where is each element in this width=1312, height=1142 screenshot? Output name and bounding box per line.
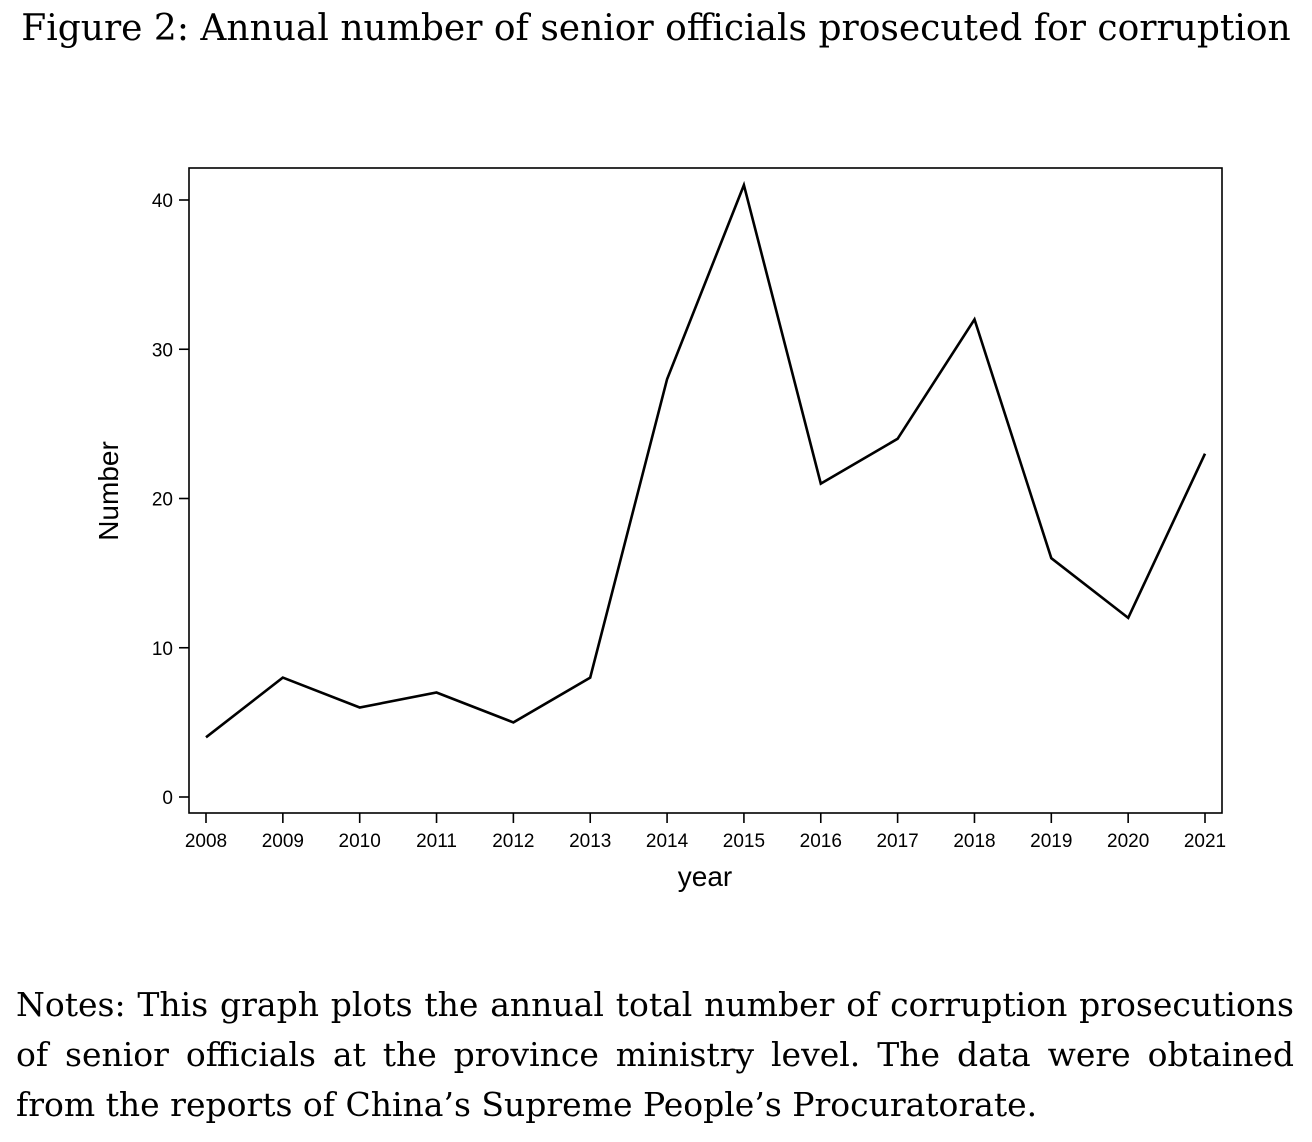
x-tick-label: 2009	[262, 831, 304, 852]
x-tick-label: 2013	[569, 831, 611, 852]
y-tick-label: 30	[152, 340, 173, 361]
x-tick-label: 2016	[800, 831, 842, 852]
y-tick-label: 0	[162, 788, 173, 809]
x-tick-label: 2015	[723, 831, 765, 852]
y-tick-label: 20	[152, 490, 173, 511]
series-line	[205, 180, 1207, 739]
x-tick-label: 2021	[1184, 831, 1226, 852]
figure-title: Figure 2: Annual number of senior offici…	[21, 8, 1291, 49]
x-axis-label: year	[678, 861, 732, 892]
x-tick-label: 2014	[646, 831, 689, 852]
x-axis: 2008 2009 2010 2011 2012 2013 2014 2015 2016 2017…	[185, 813, 1226, 852]
x-tick-label: 2008	[185, 831, 227, 852]
y-tick-label: 40	[152, 191, 173, 212]
x-tick-label: 2020	[1107, 831, 1149, 852]
y-tick-label: 10	[152, 639, 173, 660]
figure-notes: Notes: This graph plots the annual total…	[16, 985, 1294, 1124]
x-tick-label: 2018	[953, 831, 995, 852]
plot-frame	[188, 167, 1223, 814]
x-tick-label: 2019	[1030, 831, 1072, 852]
x-tick-label: 2017	[876, 831, 918, 852]
y-axis: 0 10 20 30 40	[152, 191, 189, 809]
x-tick-label: 2012	[492, 831, 534, 852]
x-tick-label: 2011	[416, 831, 457, 852]
x-tick-label: 2010	[339, 831, 381, 852]
y-axis-label: Number	[93, 441, 124, 541]
